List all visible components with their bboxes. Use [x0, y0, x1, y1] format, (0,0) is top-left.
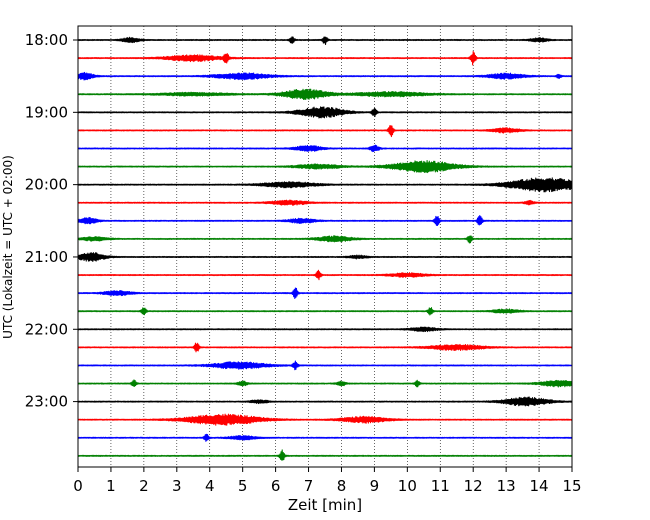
trace-1915	[77, 125, 573, 138]
x-tick-label-6: 6	[271, 477, 281, 495]
x-tick-label-1: 1	[106, 477, 116, 495]
trace-2300	[77, 396, 573, 407]
x-tick-label-9: 9	[370, 477, 380, 495]
x-tick-label-12: 12	[464, 477, 483, 495]
trace-1830	[77, 71, 573, 81]
x-tick-label-3: 3	[172, 477, 182, 495]
trace-2030	[77, 215, 573, 227]
trace-2145	[77, 307, 573, 316]
trace-1945	[77, 160, 573, 174]
x-axis-label: Zeit [min]	[288, 496, 362, 514]
y-tick-label-18:00: 18:00	[25, 31, 68, 49]
x-tick-label-8: 8	[337, 477, 347, 495]
y-tick-label-19:00: 19:00	[25, 103, 68, 121]
trace-2315	[77, 413, 573, 426]
trace-2230	[77, 360, 573, 371]
x-tick-label-14: 14	[530, 477, 549, 495]
trace-2015	[77, 199, 573, 206]
plot-frame	[77, 25, 573, 468]
x-axis-ticks: 0 1 2 3 4 5 6 7 8 9 10 11 12 13 14 15	[73, 467, 582, 495]
trace-1930	[77, 144, 573, 153]
x-tick-label-2: 2	[139, 477, 149, 495]
trace-1845	[77, 88, 573, 100]
y-tick-label-22:00: 22:00	[25, 320, 68, 338]
trace-2115	[77, 269, 573, 281]
x-tick-label-7: 7	[304, 477, 314, 495]
x-tick-label-11: 11	[431, 477, 450, 495]
trace-2330	[77, 433, 573, 442]
x-tick-label-4: 4	[205, 477, 215, 495]
x-tick-label-0: 0	[73, 477, 83, 495]
x-tick-label-10: 10	[398, 477, 417, 495]
trace-2000	[77, 177, 573, 193]
trace-2215	[77, 342, 573, 353]
y-axis-label: UTC (Lokalzeit = UTC + 02:00)	[1, 155, 15, 339]
y-tick-label-21:00: 21:00	[25, 248, 68, 266]
trace-2100	[77, 252, 573, 263]
trace-1800	[77, 36, 573, 45]
trace-2130	[77, 287, 573, 299]
x-tick-label-5: 5	[238, 477, 248, 495]
x-tick-label-15: 15	[562, 477, 581, 495]
trace-2045	[77, 235, 573, 244]
y-axis-ticks: 18:00 19:00 20:00 21:00 22:00 23:00	[25, 31, 78, 411]
y-tick-label-23:00: 23:00	[25, 393, 68, 411]
y-tick-label-20:00: 20:00	[25, 176, 68, 194]
trace-1900	[77, 106, 573, 119]
seismic-traces	[77, 36, 573, 461]
trace-1815	[77, 50, 573, 66]
x-tick-label-13: 13	[497, 477, 516, 495]
trace-2245	[77, 379, 573, 388]
trace-2200	[77, 326, 573, 333]
trace-2345	[77, 449, 573, 461]
